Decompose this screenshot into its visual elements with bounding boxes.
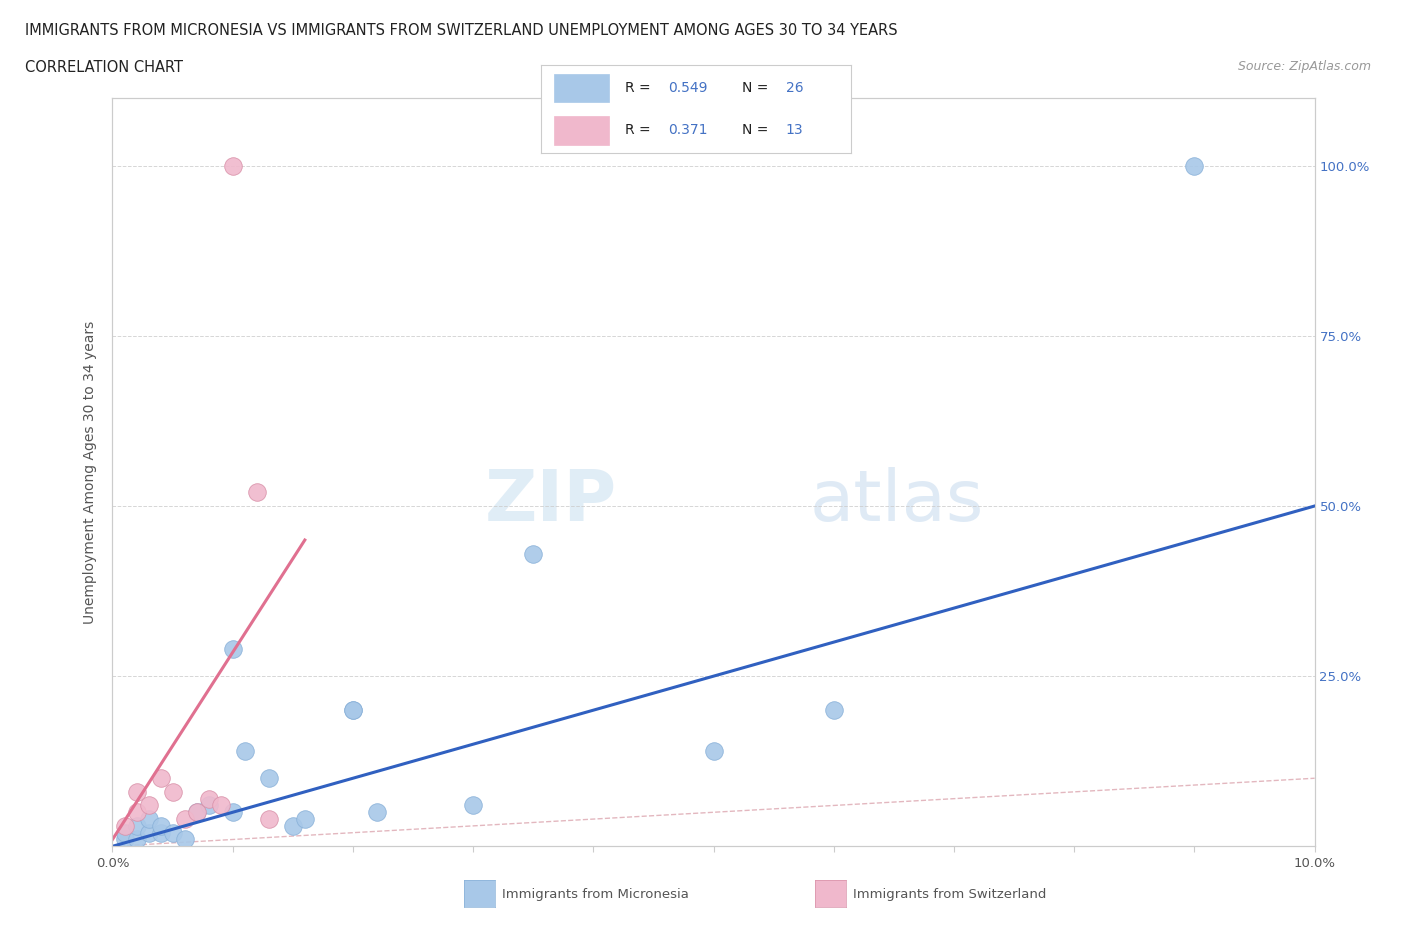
Point <box>162 784 184 799</box>
Point <box>522 546 544 561</box>
Point <box>138 798 160 813</box>
Point <box>257 812 280 827</box>
Point <box>246 485 269 499</box>
Text: R =: R = <box>624 81 655 95</box>
Point <box>197 791 219 806</box>
Point <box>186 804 208 819</box>
Point <box>125 832 148 847</box>
Text: ZIP: ZIP <box>485 468 617 537</box>
Text: Source: ZipAtlas.com: Source: ZipAtlas.com <box>1237 60 1371 73</box>
Point <box>186 804 208 819</box>
Point <box>138 825 160 840</box>
Point <box>294 812 316 827</box>
Point <box>342 703 364 718</box>
Text: CORRELATION CHART: CORRELATION CHART <box>25 60 183 75</box>
Point <box>461 798 484 813</box>
Point <box>342 703 364 718</box>
Point <box>823 703 845 718</box>
Point <box>702 744 725 759</box>
Point <box>114 825 136 840</box>
Point <box>281 818 304 833</box>
Point <box>114 818 136 833</box>
Point <box>366 804 388 819</box>
Point <box>1184 158 1206 173</box>
Text: 26: 26 <box>786 81 803 95</box>
Text: 0.549: 0.549 <box>668 81 707 95</box>
Point <box>173 832 195 847</box>
Text: 0.371: 0.371 <box>668 124 707 138</box>
Y-axis label: Unemployment Among Ages 30 to 34 years: Unemployment Among Ages 30 to 34 years <box>83 320 97 624</box>
Text: atlas: atlas <box>810 468 984 537</box>
Text: N =: N = <box>742 124 773 138</box>
Text: 13: 13 <box>786 124 803 138</box>
Bar <box>554 74 609 102</box>
Point <box>209 798 232 813</box>
Text: R =: R = <box>624 124 655 138</box>
Point <box>149 818 172 833</box>
Point <box>197 798 219 813</box>
Point <box>222 158 245 173</box>
Point <box>222 804 245 819</box>
Point <box>125 784 148 799</box>
Point <box>162 825 184 840</box>
Text: N =: N = <box>742 81 773 95</box>
Point <box>149 825 172 840</box>
Point <box>125 804 148 819</box>
Point <box>149 771 172 786</box>
Bar <box>554 116 609 145</box>
Text: Immigrants from Switzerland: Immigrants from Switzerland <box>853 888 1047 901</box>
Point <box>138 812 160 827</box>
Text: Immigrants from Micronesia: Immigrants from Micronesia <box>502 888 689 901</box>
Point <box>114 832 136 847</box>
Point <box>125 818 148 833</box>
Point <box>233 744 256 759</box>
Text: IMMIGRANTS FROM MICRONESIA VS IMMIGRANTS FROM SWITZERLAND UNEMPLOYMENT AMONG AGE: IMMIGRANTS FROM MICRONESIA VS IMMIGRANTS… <box>25 23 898 38</box>
Point <box>257 771 280 786</box>
Point <box>222 642 245 657</box>
Point <box>173 812 195 827</box>
